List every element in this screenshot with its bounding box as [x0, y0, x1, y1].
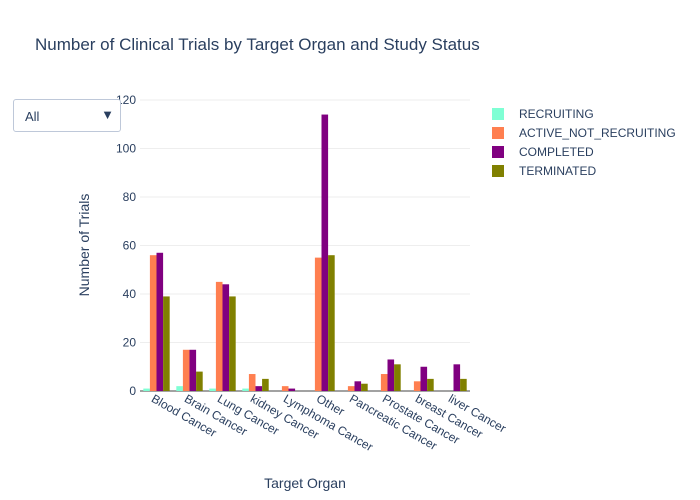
- bar: [248, 374, 256, 391]
- bar: [314, 257, 322, 391]
- bar: [328, 255, 335, 391]
- y-axis-title: Number of Trials: [76, 194, 92, 297]
- bar: [209, 388, 216, 391]
- chart-title: Number of Clinical Trials by Target Orga…: [35, 35, 480, 54]
- dropdown-selected-value: All: [25, 109, 40, 124]
- bar: [215, 281, 223, 391]
- bar: [222, 284, 230, 391]
- bar: [380, 374, 388, 391]
- y-tick-label: 60: [123, 239, 137, 253]
- bar: [163, 296, 170, 391]
- bar: [143, 388, 150, 391]
- legend: RECRUITING ACTIVE_NOT_RECRUITING COMPLETED…: [492, 107, 676, 178]
- bar: [196, 371, 203, 391]
- bar: [361, 383, 368, 391]
- bar: [387, 359, 395, 391]
- bar: [262, 378, 269, 391]
- bar: [189, 349, 197, 391]
- status-filter-dropdown[interactable]: All ▼: [13, 99, 121, 132]
- bar: [242, 388, 249, 391]
- bar: [427, 378, 434, 391]
- bar: [176, 386, 183, 391]
- legend-label: RECRUITING: [519, 107, 594, 121]
- legend-label: ACTIVE_NOT_RECRUITING: [519, 126, 676, 140]
- bars: [143, 114, 467, 392]
- bar: [460, 378, 467, 391]
- bar: [288, 388, 296, 391]
- y-tick-label: 80: [123, 190, 137, 204]
- bar: [182, 349, 190, 391]
- y-tick-label: 120: [116, 93, 136, 107]
- legend-label: COMPLETED: [519, 145, 594, 159]
- bar: [149, 255, 157, 391]
- bar: [413, 381, 421, 391]
- bar: [229, 296, 236, 391]
- y-axis-ticks: 0 20 40 60 80 100 120: [116, 93, 136, 398]
- bar: [453, 364, 461, 391]
- y-tick-label: 100: [116, 142, 136, 156]
- bar: [156, 252, 164, 391]
- legend-swatch: [492, 127, 504, 139]
- y-tick-label: 40: [123, 287, 137, 301]
- bar: [255, 386, 263, 391]
- bar: [321, 114, 329, 392]
- bar: [281, 386, 289, 391]
- x-axis-title: Target Organ: [264, 475, 346, 491]
- bar: [420, 366, 428, 391]
- legend-swatch: [492, 108, 504, 120]
- bar: [394, 364, 401, 391]
- triangle-down-icon: ▼: [101, 107, 114, 122]
- grid-lines: [140, 99, 470, 392]
- legend-label: TERMINATED: [519, 164, 596, 178]
- y-tick-label: 20: [123, 336, 137, 350]
- bar: [347, 386, 355, 391]
- legend-swatch: [492, 165, 504, 177]
- legend-swatch: [492, 146, 504, 158]
- bar: [354, 381, 362, 391]
- y-tick-label: 0: [129, 384, 136, 398]
